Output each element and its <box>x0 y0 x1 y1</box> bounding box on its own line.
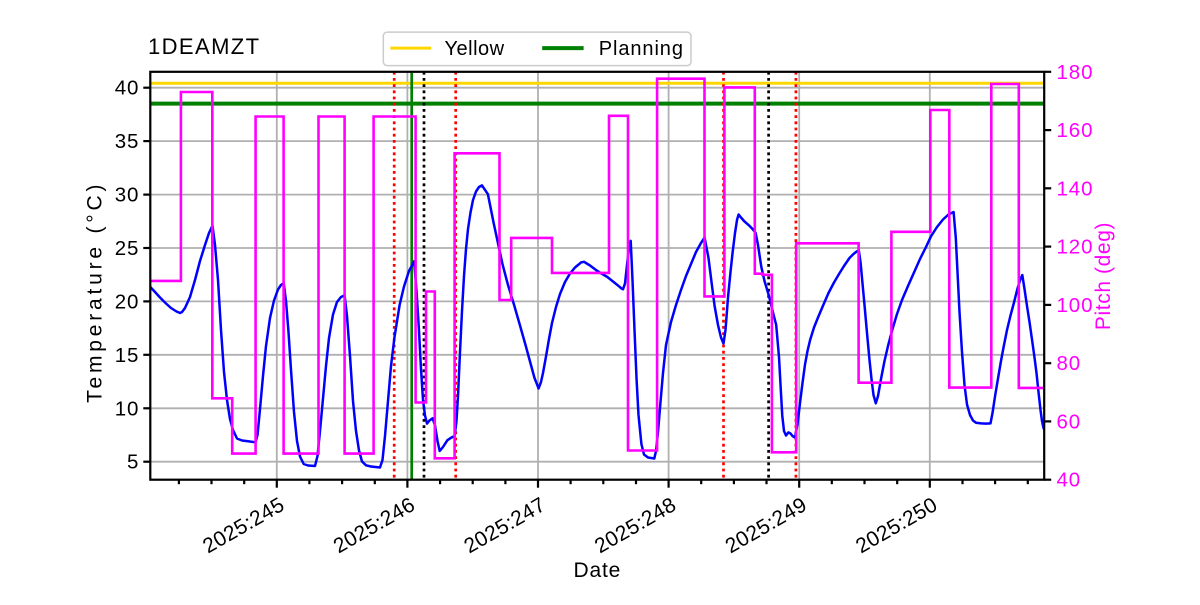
svg-text:25: 25 <box>115 237 140 260</box>
svg-text:40: 40 <box>115 77 140 100</box>
svg-text:Planning: Planning <box>599 38 684 60</box>
svg-text:Date: Date <box>574 559 622 582</box>
svg-text:15: 15 <box>115 344 140 367</box>
svg-text:60: 60 <box>1057 410 1082 433</box>
svg-text:140: 140 <box>1057 177 1094 200</box>
svg-text:20: 20 <box>115 290 140 313</box>
svg-text:1DEAMZT: 1DEAMZT <box>148 34 260 59</box>
svg-text:100: 100 <box>1057 294 1094 317</box>
svg-text:40: 40 <box>1057 469 1082 492</box>
svg-text:80: 80 <box>1057 352 1082 375</box>
svg-text:30: 30 <box>115 184 140 207</box>
svg-text:160: 160 <box>1057 119 1094 142</box>
svg-text:10: 10 <box>115 397 140 420</box>
svg-text:Temperature (°C): Temperature (°C) <box>84 181 107 403</box>
svg-text:Pitch (deg): Pitch (deg) <box>1092 222 1115 330</box>
svg-text:120: 120 <box>1057 236 1094 259</box>
svg-text:5: 5 <box>127 451 139 474</box>
svg-text:35: 35 <box>115 130 140 153</box>
svg-text:Yellow: Yellow <box>445 38 505 60</box>
svg-text:180: 180 <box>1057 61 1094 84</box>
